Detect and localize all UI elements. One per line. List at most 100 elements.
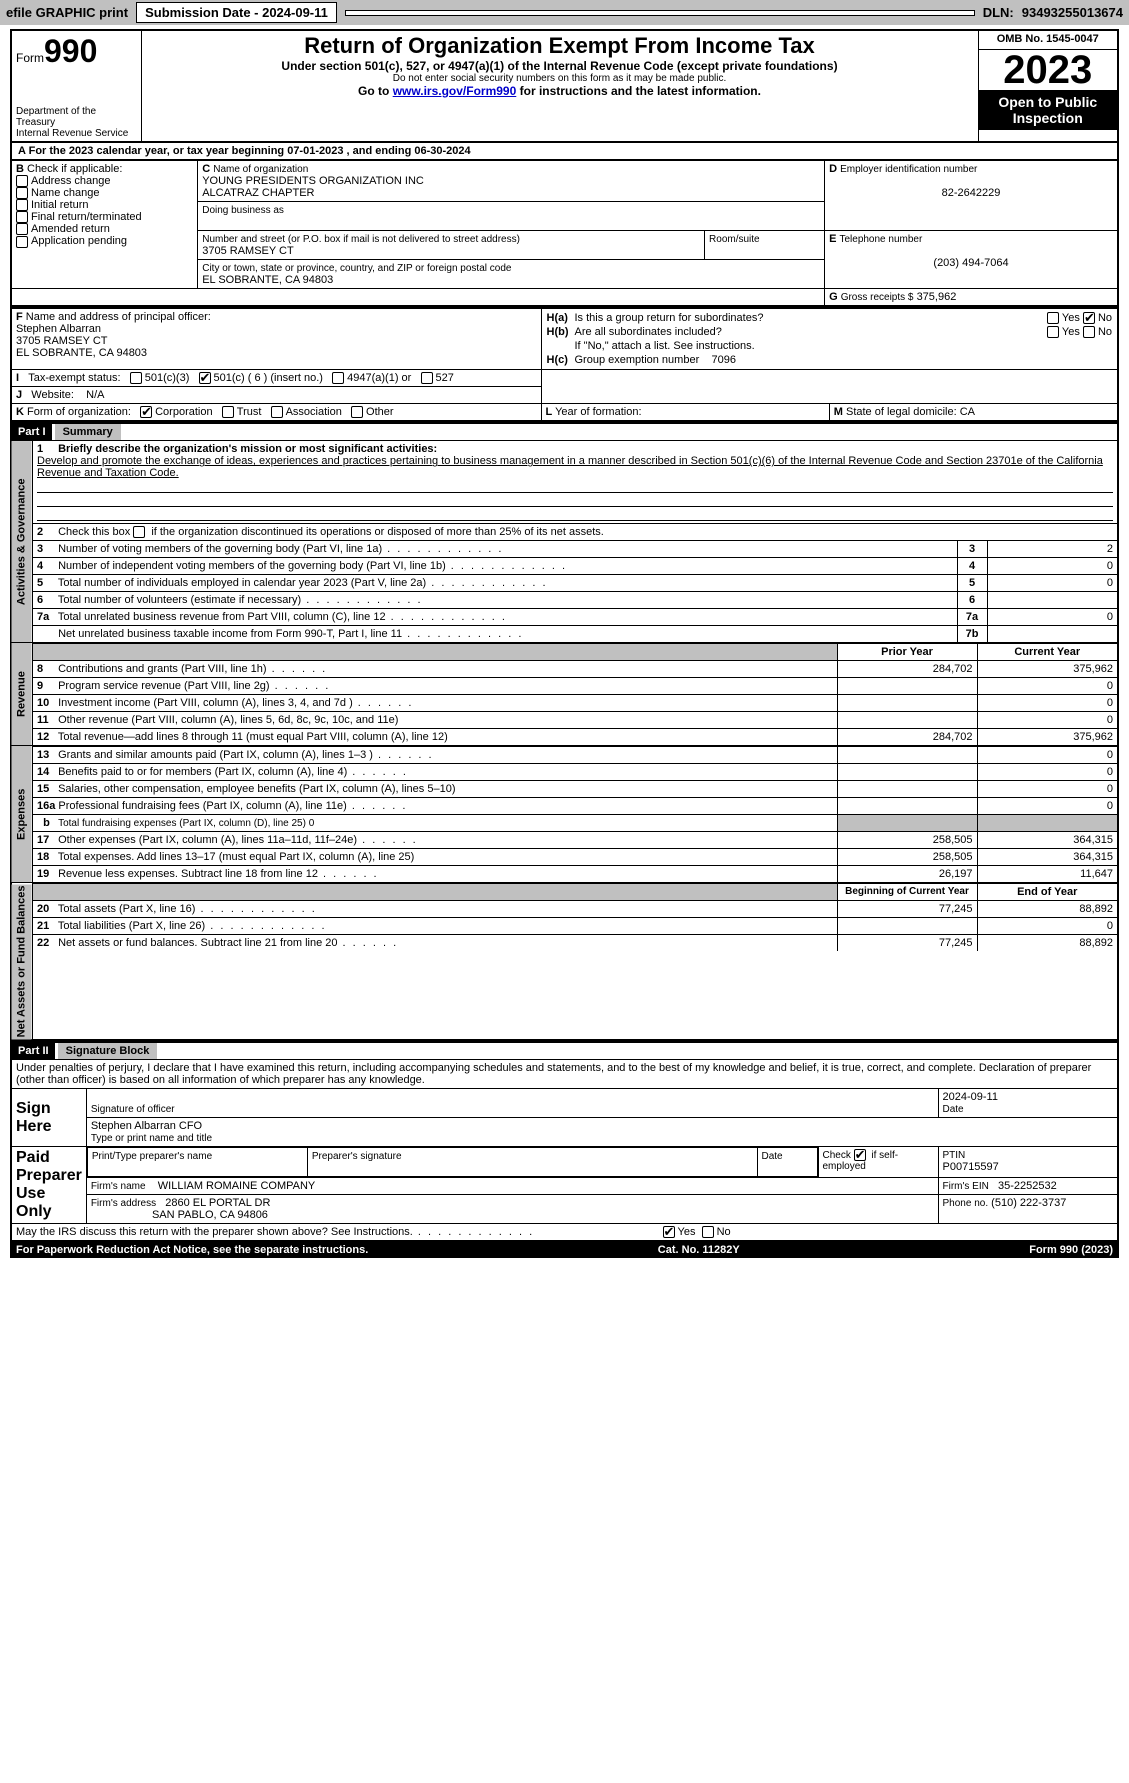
header-table: Form990 Department of the Treasury Inter…: [10, 29, 1119, 143]
c21: 0: [977, 918, 1117, 935]
part1-hdr: Part I: [12, 424, 52, 440]
cb-ha-yes[interactable]: [1047, 312, 1059, 324]
dln-value: 93493255013674: [1022, 5, 1123, 20]
ha-text: Is this a group return for subordinates?: [574, 311, 1004, 325]
cb-final-return[interactable]: [16, 211, 28, 223]
topbar-spacer: [345, 10, 975, 16]
cb-app-pending[interactable]: [16, 236, 28, 248]
footer-left: For Paperwork Reduction Act Notice, see …: [16, 1244, 368, 1256]
box-g-label: Gross receipts $: [841, 292, 914, 303]
cb-4947[interactable]: [332, 372, 344, 384]
dept-treasury: Department of the Treasury: [16, 106, 137, 128]
cb-527[interactable]: [421, 372, 433, 384]
footer-right: Form 990 (2023): [1029, 1244, 1113, 1256]
irs-label: Internal Revenue Service: [16, 128, 137, 139]
city-label: City or town, state or province, country…: [202, 263, 511, 274]
c16a: 0: [977, 798, 1117, 815]
cb-name-change[interactable]: [16, 187, 28, 199]
website-val: N/A: [86, 389, 104, 401]
box-a-text: For the 2023 calendar year, or tax year …: [29, 145, 471, 157]
box-j-label: Website:: [31, 389, 74, 401]
officer-addr: 3705 RAMSEY CT: [16, 335, 108, 347]
c13: 0: [977, 747, 1117, 764]
form-number: Form990: [16, 33, 137, 70]
v3: 2: [987, 541, 1117, 558]
cb-trust[interactable]: [222, 406, 234, 418]
sig-date: 2024-09-11: [943, 1091, 998, 1103]
c17: 364,315: [977, 832, 1117, 849]
gross-receipts: 375,962: [917, 291, 957, 303]
v5: 0: [987, 575, 1117, 592]
addr-label: Number and street (or P.O. box if mail i…: [202, 234, 520, 245]
v7b: [987, 626, 1117, 643]
firm-addr2: SAN PABLO, CA 94806: [152, 1209, 268, 1221]
discuss-text: May the IRS discuss this return with the…: [16, 1226, 534, 1238]
open-public: Open to Public Inspection: [979, 90, 1118, 130]
cb-discontinued[interactable]: [133, 526, 145, 538]
submission-date-box: Submission Date - 2024-09-11: [136, 2, 337, 23]
footer-mid: Cat. No. 11282Y: [658, 1244, 740, 1256]
part2: Part II Signature Block Under penalties …: [10, 1041, 1119, 1242]
c19: 11,647: [977, 866, 1117, 883]
firm-name: WILLIAM ROMAINE COMPANY: [158, 1180, 315, 1192]
v7a: 0: [987, 609, 1117, 626]
officer-city: EL SOBRANTE, CA 94803: [16, 347, 147, 359]
c10: 0: [977, 695, 1117, 712]
irs-link[interactable]: www.irs.gov/Form990: [393, 84, 517, 98]
cb-self-employed[interactable]: [854, 1149, 866, 1161]
mission-text: Develop and promote the exchange of idea…: [37, 455, 1103, 479]
form-sub1: Under section 501(c), 527, or 4947(a)(1)…: [146, 59, 974, 73]
side-netassets: Net Assets or Fund Balances: [11, 883, 33, 1040]
c12: 375,962: [977, 729, 1117, 746]
cb-assoc[interactable]: [271, 406, 283, 418]
cb-501c[interactable]: [199, 372, 211, 384]
box-c-label: Name of organization: [213, 164, 308, 175]
org-address: 3705 RAMSEY CT: [202, 245, 294, 257]
part2-title: Signature Block: [58, 1043, 158, 1059]
cb-address-change[interactable]: [16, 175, 28, 187]
c20: 88,892: [977, 901, 1117, 918]
cb-amended[interactable]: [16, 223, 28, 235]
side-expenses: Expenses: [11, 746, 33, 883]
part2-hdr: Part II: [12, 1043, 55, 1059]
firm-phone: (510) 222-3737: [991, 1197, 1066, 1209]
box-k-label: Form of organization:: [27, 406, 131, 418]
side-governance: Activities & Governance: [11, 441, 33, 643]
cb-discuss-no[interactable]: [702, 1226, 714, 1238]
c18: 364,315: [977, 849, 1117, 866]
v4: 0: [987, 558, 1117, 575]
form-990: Form990 Department of the Treasury Inter…: [0, 25, 1129, 1266]
box-m-val: CA: [960, 406, 975, 418]
cb-hb-yes[interactable]: [1047, 326, 1059, 338]
firm-ein: 35-2252532: [998, 1180, 1057, 1192]
hb-note: If "No," attach a list. See instructions…: [574, 339, 1114, 353]
declaration: Under penalties of perjury, I declare th…: [11, 1060, 1118, 1089]
cb-ha-no[interactable]: [1083, 312, 1095, 324]
tax-year: 2023: [979, 50, 1118, 90]
cb-hb-no[interactable]: [1083, 326, 1095, 338]
c15: 0: [977, 781, 1117, 798]
ptin: P00715597: [943, 1161, 999, 1173]
dba-label: Doing business as: [202, 205, 284, 216]
hc-text: Group exemption number: [575, 354, 700, 366]
topbar: efile GRAPHIC print Submission Date - 20…: [0, 0, 1129, 25]
form-sub3: Go to www.irs.gov/Form990 for instructio…: [146, 84, 974, 98]
c22: 88,892: [977, 935, 1117, 952]
c14: 0: [977, 764, 1117, 781]
hb-text: Are all subordinates included?: [574, 325, 1004, 339]
room-label: Room/suite: [709, 234, 760, 245]
p22: 77,245: [837, 935, 977, 952]
cb-501c3[interactable]: [130, 372, 142, 384]
phone: (203) 494-7064: [829, 257, 1113, 269]
cb-corp[interactable]: [140, 406, 152, 418]
side-revenue: Revenue: [11, 643, 33, 746]
footer: For Paperwork Reduction Act Notice, see …: [10, 1242, 1119, 1258]
cb-other[interactable]: [351, 406, 363, 418]
org-name-2: ALCATRAZ CHAPTER: [202, 187, 314, 199]
box-m-label: State of legal domicile:: [846, 406, 957, 418]
cb-discuss-yes[interactable]: [663, 1226, 675, 1238]
omb-number: OMB No. 1545-0047: [983, 33, 1114, 45]
officer-name: Stephen Albarran: [16, 323, 101, 335]
cb-initial-return[interactable]: [16, 199, 28, 211]
box-f-label: Name and address of principal officer:: [26, 311, 211, 323]
